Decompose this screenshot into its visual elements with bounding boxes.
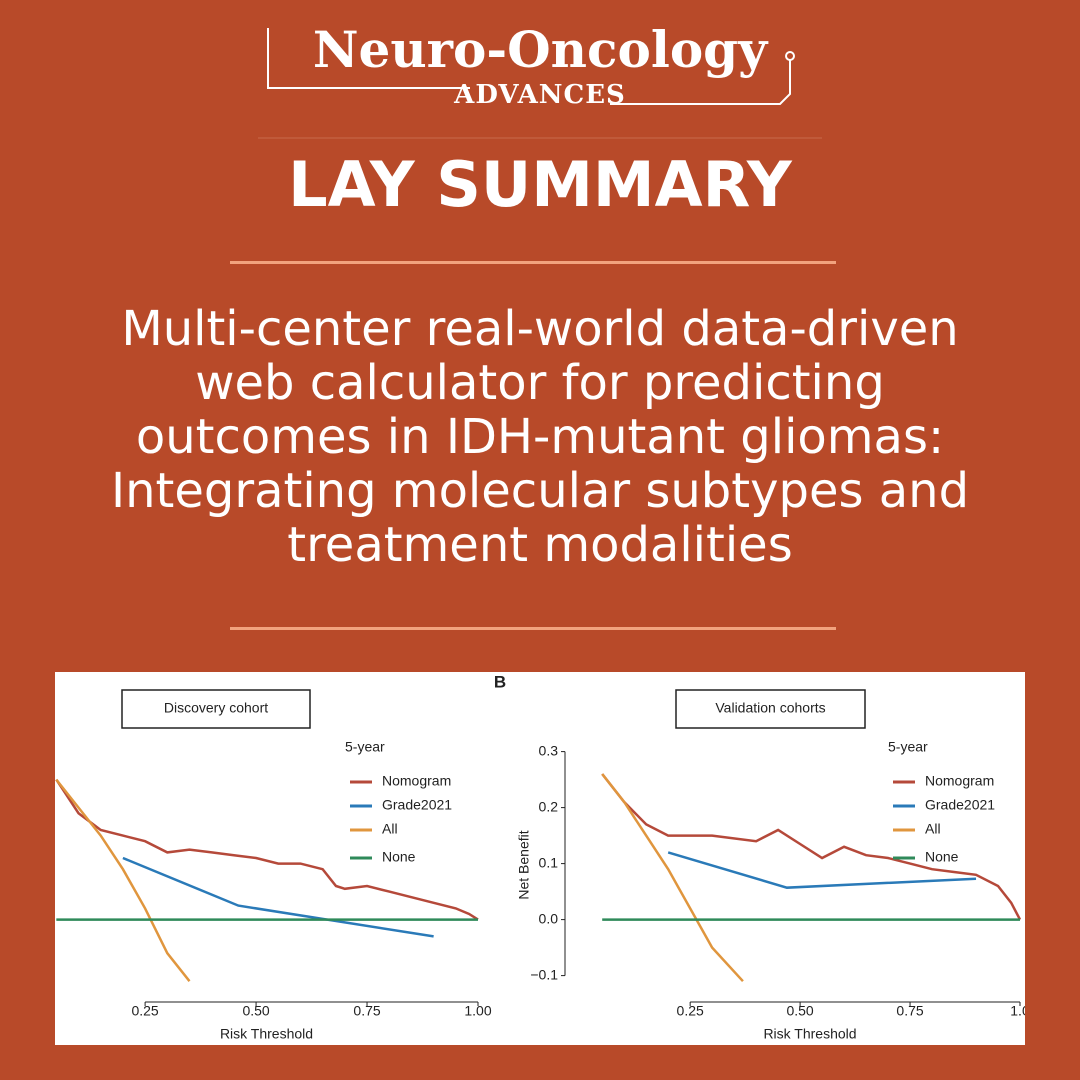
title-line: treatment modalities bbox=[287, 517, 793, 573]
legend-label: None bbox=[382, 849, 416, 865]
logo-sub: ADVANCES bbox=[454, 80, 626, 110]
legend-label: Nomogram bbox=[382, 773, 451, 789]
x-tick-label: 1.0 bbox=[1010, 1003, 1025, 1019]
title-line: Multi-center real-world data-driven bbox=[121, 301, 959, 357]
y-tick-label: 0.3 bbox=[539, 742, 559, 758]
y-tick-label: 0.1 bbox=[539, 854, 559, 870]
series-line bbox=[55, 778, 479, 921]
x-tick-label: 0.25 bbox=[131, 1003, 158, 1019]
cohort-title: Discovery cohort bbox=[164, 700, 268, 716]
series-line bbox=[601, 773, 1022, 921]
series-line bbox=[601, 773, 744, 983]
series-line bbox=[122, 856, 434, 938]
logo-main: Neuro-Oncology bbox=[312, 20, 768, 79]
figure-panel: Discovery cohort 0.25 0.50 0.75 1.00 Risk Thr… bbox=[55, 672, 1025, 1045]
x-tick-label: 0.50 bbox=[786, 1003, 813, 1019]
panel-label: B bbox=[494, 672, 506, 691]
title-line: Integrating molecular subtypes and bbox=[110, 463, 970, 519]
y-tick-label: −0.1 bbox=[530, 966, 558, 982]
legend-label: None bbox=[925, 849, 959, 865]
cohort-title: Validation cohorts bbox=[715, 700, 825, 716]
y-tick-label: 0.2 bbox=[539, 798, 559, 814]
x-axis-label: Risk Threshold bbox=[763, 1026, 856, 1042]
title-line: web calculator for predicting bbox=[195, 355, 885, 411]
x-axis-label: Risk Threshold bbox=[220, 1026, 313, 1042]
y-axis-label: Net Benefit bbox=[516, 830, 532, 899]
x-tick-label: 0.75 bbox=[353, 1003, 380, 1019]
cohort-box bbox=[675, 689, 866, 729]
divider bbox=[230, 627, 836, 630]
legend-title: 5-year bbox=[888, 739, 928, 755]
summary-title: Multi-center real-world data-driven web c… bbox=[0, 302, 1080, 572]
y-tick-label: 0.0 bbox=[539, 910, 559, 926]
series-line bbox=[667, 851, 977, 889]
x-tick-label: 1.00 bbox=[464, 1003, 491, 1019]
divider bbox=[230, 261, 836, 264]
legend-label: Grade2021 bbox=[382, 797, 452, 813]
legend-label: Grade2021 bbox=[925, 797, 995, 813]
legend-title: 5-year bbox=[345, 739, 385, 755]
logo-frame bbox=[258, 28, 822, 139]
legend-label: Nomogram bbox=[925, 773, 994, 789]
x-tick-label: 0.50 bbox=[242, 1003, 269, 1019]
section-label: LAY SUMMARY bbox=[288, 148, 792, 221]
series-line bbox=[55, 778, 191, 982]
legend-label: All bbox=[925, 821, 941, 837]
legend-label: All bbox=[382, 821, 398, 837]
x-tick-label: 0.75 bbox=[896, 1003, 923, 1019]
x-tick-label: 0.25 bbox=[677, 1003, 704, 1019]
title-line: outcomes in IDH-mutant gliomas: bbox=[135, 409, 945, 465]
cohort-box bbox=[121, 689, 311, 729]
